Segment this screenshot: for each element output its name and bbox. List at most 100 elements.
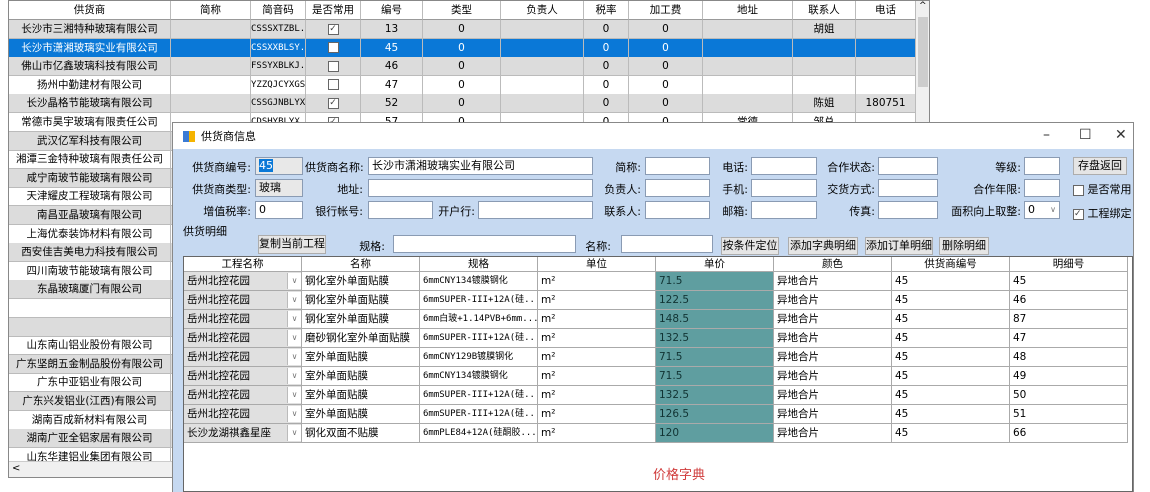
vat-field[interactable]: 0 (255, 201, 303, 219)
common-checkbox[interactable]: 是否常用 (1073, 181, 1132, 197)
scroll-left-icon[interactable]: < (12, 463, 21, 474)
cell-is-common[interactable]: ✓ (306, 20, 361, 39)
cell-project-select[interactable]: 岳州北控花园 ∨ (184, 367, 302, 386)
column-header-detail-id[interactable]: 明细号 (1010, 257, 1128, 272)
cell-detail-id[interactable]: 48 (1010, 348, 1128, 367)
checkbox-checked-icon[interactable]: ✓ (327, 97, 339, 109)
cell-supplier-id[interactable]: 45 (892, 329, 1010, 348)
add-dict-detail-button[interactable]: 添加字典明细 (788, 237, 858, 255)
cell-name[interactable]: 室外单面贴膜 (302, 367, 420, 386)
cell-spec[interactable]: 6mmSUPER-III+12A(硅... (420, 291, 538, 310)
cell-project-select[interactable]: 岳州北控花园 ∨ (184, 272, 302, 291)
scroll-up-icon[interactable]: ^ (919, 1, 927, 11)
checkbox-icon[interactable] (327, 42, 339, 54)
maximize-icon[interactable]: ☐ (1079, 127, 1092, 143)
chevron-down-icon[interactable]: ∨ (287, 406, 301, 422)
cell-spec[interactable]: 6mmPLE84+12A(硅酮胶... (420, 424, 538, 443)
column-header-owner[interactable]: 负责人 (501, 1, 584, 20)
column-header-phone[interactable]: 电话 (856, 1, 916, 20)
cell-price[interactable]: 132.5 (656, 329, 774, 348)
cell-project-select[interactable]: 岳州北控花园 ∨ (184, 348, 302, 367)
cell-spec[interactable]: 6mmSUPER-III+12A(硅... (420, 405, 538, 424)
cell-project-select[interactable]: 岳州北控花园 ∨ (184, 386, 302, 405)
cell-price[interactable]: 71.5 (656, 272, 774, 291)
cell-supplier-id[interactable]: 45 (892, 310, 1010, 329)
cell-project-select[interactable]: 长沙龙湖祺鑫星座 ∨ (184, 424, 302, 443)
cell-unit[interactable]: m² (538, 424, 656, 443)
cell-unit[interactable]: m² (538, 272, 656, 291)
column-header-type[interactable]: 类型 (423, 1, 501, 20)
detail-row[interactable]: 长沙龙湖祺鑫星座 ∨ 钢化双面不贴膜 6mmPLE84+12A(硅酮胶... m² 120… (184, 424, 1128, 443)
copy-project-button[interactable]: 复制当前工程 (258, 235, 326, 254)
cell-color[interactable]: 异地合片 (774, 405, 892, 424)
cell-detail-id[interactable]: 45 (1010, 272, 1128, 291)
column-header-contact[interactable]: 联系人 (793, 1, 856, 20)
cell-project-select[interactable]: 岳州北控花园 ∨ (184, 291, 302, 310)
column-header-spec[interactable]: 规格 (420, 257, 538, 272)
cell-unit[interactable]: m² (538, 291, 656, 310)
cell-color[interactable]: 异地合片 (774, 386, 892, 405)
cell-name[interactable]: 钢化室外单面贴膜 (302, 310, 420, 329)
column-header-address[interactable]: 地址 (703, 1, 793, 20)
supplier-id-field[interactable]: 45 (255, 157, 303, 175)
cell-supplier-id[interactable]: 45 (892, 424, 1010, 443)
cell-project-select[interactable]: 岳州北控花园 ∨ (184, 310, 302, 329)
cell-color[interactable]: 异地合片 (774, 348, 892, 367)
cell-name[interactable]: 室外单面贴膜 (302, 386, 420, 405)
chevron-down-icon[interactable]: ∨ (287, 425, 301, 441)
close-icon[interactable]: ✕ (1115, 127, 1127, 143)
cell-detail-id[interactable]: 50 (1010, 386, 1128, 405)
supplier-row[interactable]: 扬州中勤建材有限公司 YZZQJCYXGS 47 0 0 0 (9, 75, 916, 95)
cell-price[interactable]: 126.5 (656, 405, 774, 424)
cell-detail-id[interactable]: 66 (1010, 424, 1128, 443)
coop-years-field[interactable] (1024, 179, 1060, 197)
cell-supplier-id[interactable]: 45 (892, 272, 1010, 291)
column-header-short-name[interactable]: 简称 (171, 1, 251, 20)
cell-name[interactable]: 钢化室外单面贴膜 (302, 272, 420, 291)
chevron-down-icon[interactable]: ∨ (287, 311, 301, 327)
column-header-price[interactable]: 单价 (656, 257, 774, 272)
cell-is-common[interactable] (306, 75, 361, 95)
cell-project-select[interactable]: 岳州北控花园 ∨ (184, 405, 302, 424)
cell-price[interactable]: 122.5 (656, 291, 774, 310)
address-field[interactable] (368, 179, 593, 197)
delivery-field[interactable] (878, 179, 938, 197)
cell-supplier-id[interactable]: 45 (892, 367, 1010, 386)
save-return-button[interactable]: 存盘返回 (1073, 157, 1127, 175)
supplier-type-field[interactable]: 玻璃 (255, 179, 303, 197)
detail-row[interactable]: 岳州北控花园 ∨ 钢化室外单面贴膜 6mmCNY134镀膜钢化 m² 71.5 异地合片 45… (184, 272, 1128, 291)
cell-supplier-id[interactable]: 45 (892, 348, 1010, 367)
column-header-tax-rate[interactable]: 税率 (584, 1, 629, 20)
cell-spec[interactable]: 6mmCNY134镀膜钢化 (420, 367, 538, 386)
column-header-unit[interactable]: 单位 (538, 257, 656, 272)
cell-unit[interactable]: m² (538, 348, 656, 367)
cell-color[interactable]: 异地合片 (774, 367, 892, 386)
cell-price[interactable]: 132.5 (656, 386, 774, 405)
cell-price[interactable]: 71.5 (656, 367, 774, 386)
cell-spec[interactable]: 6mmSUPER-III+12A(硅... (420, 329, 538, 348)
email-field[interactable] (751, 201, 817, 219)
name-filter-field[interactable] (621, 235, 713, 253)
cell-color[interactable]: 异地合片 (774, 291, 892, 310)
fax-field[interactable] (878, 201, 938, 219)
cell-supplier-id[interactable]: 45 (892, 291, 1010, 310)
cell-supplier-id[interactable]: 45 (892, 386, 1010, 405)
cell-price[interactable]: 71.5 (656, 348, 774, 367)
column-header-name[interactable]: 名称 (302, 257, 420, 272)
scroll-thumb[interactable] (918, 17, 928, 87)
bind-checkbox[interactable]: ✓ 工程绑定 (1073, 205, 1132, 221)
detail-row[interactable]: 岳州北控花园 ∨ 钢化室外单面贴膜 6mmSUPER-III+12A(硅... m² 12… (184, 291, 1128, 310)
grade-field[interactable] (1024, 157, 1060, 175)
cell-spec[interactable]: 6mmSUPER-III+12A(硅... (420, 386, 538, 405)
checkbox-icon[interactable] (327, 79, 339, 91)
supplier-name-field[interactable]: 长沙市潇湘玻璃实业有限公司 (368, 157, 593, 175)
cell-detail-id[interactable]: 51 (1010, 405, 1128, 424)
column-header-process-fee[interactable]: 加工费 (629, 1, 703, 20)
mobile-field[interactable] (751, 179, 817, 197)
cell-spec[interactable]: 6mmCNY129B镀膜钢化 (420, 348, 538, 367)
short-name-field[interactable] (645, 157, 710, 175)
